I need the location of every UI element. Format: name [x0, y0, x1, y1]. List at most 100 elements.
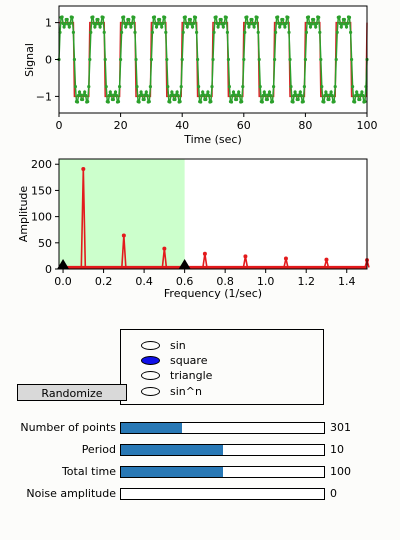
data-point: [263, 93, 267, 97]
x-tick-label: 80: [298, 119, 312, 132]
data-point: [103, 57, 107, 62]
slider-points[interactable]: [120, 422, 325, 434]
data-point: [276, 15, 280, 19]
data-point: [70, 15, 74, 19]
data-point: [148, 85, 152, 89]
data-point: [185, 25, 189, 29]
data-point: [91, 15, 95, 19]
time-plot-series: [57, 15, 369, 104]
data-point: [101, 15, 105, 19]
data-point: [268, 93, 273, 98]
data-point: [296, 97, 300, 102]
slider-total-time-fill: [121, 467, 223, 477]
data-point: [122, 15, 126, 19]
time-plot-x-ticks: 0 20 40 60 80 100: [56, 113, 378, 132]
radio-option-triangle[interactable]: triangle: [141, 367, 212, 383]
data-point: [87, 85, 91, 89]
peak-marker: [283, 256, 288, 261]
data-point: [361, 93, 365, 98]
data-point: [67, 25, 71, 29]
slider-total-time[interactable]: [120, 466, 325, 478]
data-point: [333, 85, 337, 89]
band-handle[interactable]: [178, 259, 191, 269]
x-tick-label: 1.4: [338, 275, 356, 288]
peak-marker: [81, 166, 86, 171]
data-point: [240, 100, 244, 104]
radio-triangle-label: triangle: [170, 368, 213, 382]
slider-period[interactable]: [120, 444, 325, 456]
freq-band-handles[interactable]: [57, 259, 191, 269]
radio-option-sin[interactable]: sin: [141, 337, 186, 353]
data-point: [298, 90, 302, 94]
data-point: [178, 100, 182, 104]
data-point: [308, 25, 313, 29]
data-point: [253, 21, 257, 26]
radio-triangle-circle[interactable]: [141, 370, 160, 380]
data-point: [360, 90, 364, 94]
data-point: [247, 25, 251, 29]
data-point: [315, 21, 319, 26]
data-point: [73, 85, 77, 89]
data-point: [140, 93, 144, 97]
data-point: [322, 100, 326, 104]
band-handle[interactable]: [57, 259, 70, 269]
freq-plot-x-ticks: 0.0 0.2 0.4 0.6 0.8 1.0 1.2 1.4: [54, 269, 355, 288]
data-point: [181, 30, 185, 34]
data-point: [314, 25, 318, 29]
data-point: [99, 21, 103, 26]
data-point: [171, 93, 175, 97]
data-point: [144, 90, 148, 94]
radio-sin-n-label: sin^n: [170, 384, 202, 398]
data-point: [224, 15, 228, 19]
data-point: [272, 85, 276, 89]
data-point: [161, 21, 165, 26]
slider-noise[interactable]: [120, 488, 325, 500]
data-point: [320, 85, 324, 89]
data-point: [258, 85, 262, 89]
data-point: [347, 15, 352, 19]
radio-option-square[interactable]: square: [141, 352, 207, 368]
x-tick-label: 60: [237, 119, 251, 132]
data-point: [129, 25, 133, 29]
data-point: [154, 25, 159, 29]
data-point: [75, 100, 80, 104]
data-point: [256, 30, 260, 34]
radio-option-sin-n[interactable]: sin^n: [141, 383, 202, 399]
data-point: [248, 22, 252, 26]
radio-square-circle[interactable]: [141, 355, 160, 365]
time-domain-plot: 0 20 40 60 80 100 −1 0 1 Time (sec) Signal: [23, 5, 378, 146]
data-point: [207, 93, 211, 98]
slider-label-noise: Noise amplitude: [26, 487, 116, 500]
data-point: [106, 100, 110, 104]
freq-highlight-band[interactable]: [59, 159, 185, 269]
data-point: [345, 21, 350, 26]
data-point: [71, 30, 75, 34]
data-point: [293, 90, 297, 94]
data-point: [163, 15, 167, 19]
data-point: [170, 90, 174, 94]
radio-sin-n-circle[interactable]: [141, 386, 160, 396]
data-point: [241, 85, 245, 89]
data-point: [267, 90, 272, 94]
randomize-button[interactable]: Randomize: [17, 384, 127, 401]
data-point: [142, 97, 146, 102]
data-point: [233, 93, 237, 97]
data-point: [188, 17, 192, 22]
data-point: [344, 25, 349, 29]
y-tick-label: 0: [45, 263, 52, 276]
data-point: [270, 100, 275, 104]
data-point: [283, 25, 287, 29]
data-point: [118, 85, 122, 89]
radio-sin-circle[interactable]: [141, 340, 160, 350]
x-tick-label: 0.0: [54, 275, 72, 288]
data-point: [114, 93, 119, 98]
data-point: [273, 57, 277, 62]
freq-plot-ylabel: Amplitude: [17, 186, 30, 243]
data-point: [340, 22, 344, 26]
data-point: [98, 25, 102, 29]
peak-marker: [243, 254, 248, 259]
data-point: [201, 90, 205, 94]
data-point: [86, 100, 90, 104]
data-point: [62, 25, 66, 29]
data-point: [93, 25, 97, 29]
